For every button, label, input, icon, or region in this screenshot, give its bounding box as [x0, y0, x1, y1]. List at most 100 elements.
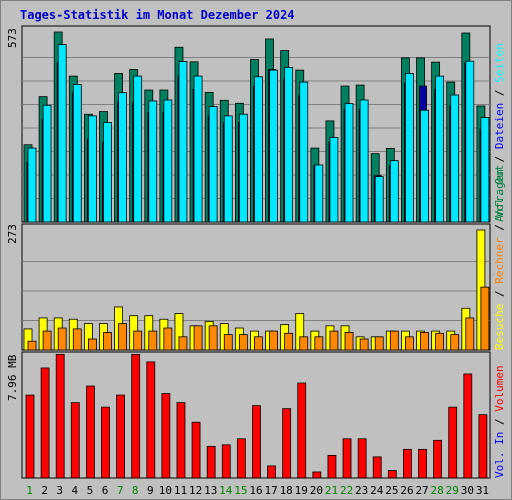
- bar-rechner: [374, 336, 384, 351]
- bar-rechner: [208, 325, 218, 351]
- x-tick-label: 17: [264, 484, 277, 497]
- x-tick-label: 30: [461, 484, 474, 497]
- x-tick-label: 18: [280, 484, 293, 497]
- bar-rechner: [163, 327, 173, 351]
- x-tick-label: 13: [204, 484, 217, 497]
- bar-rechner: [405, 336, 414, 351]
- bar-seiten: [72, 83, 82, 223]
- bar-volumen: [70, 402, 80, 479]
- bar-volumen: [357, 438, 367, 479]
- bar-rechner: [87, 338, 97, 351]
- x-tick-label: 31: [476, 484, 489, 497]
- legend-separator: /: [493, 283, 506, 304]
- bar-volumen: [297, 382, 307, 479]
- bar-volumen: [131, 353, 141, 479]
- bar-seiten: [133, 75, 143, 223]
- bar-volumen: [342, 438, 352, 479]
- bar-volumen: [372, 456, 382, 479]
- bar-seiten: [27, 147, 37, 223]
- bar-rechner: [193, 325, 203, 351]
- legend-separator: /: [493, 82, 506, 103]
- bar-rechner: [178, 336, 188, 351]
- bar-rechner: [480, 286, 490, 351]
- legend-besuche: Besuche: [493, 303, 506, 350]
- x-tick-label: 1: [26, 484, 33, 497]
- bar-seiten: [359, 99, 369, 223]
- bar-rechner: [269, 330, 278, 351]
- bar-rechner: [254, 336, 263, 351]
- legend-dateien: Dateien: [493, 102, 506, 150]
- bar-rechner: [450, 334, 460, 351]
- x-tick-label: 26: [400, 484, 413, 497]
- bar-volumen: [312, 471, 322, 479]
- x-tick-label: 11: [174, 484, 187, 497]
- bar-seiten: [389, 160, 399, 223]
- bar-volumen: [463, 373, 473, 479]
- x-tick-label: 19: [295, 484, 308, 497]
- bar-seiten: [299, 81, 309, 223]
- legend-vol-out: Vol. Out: [493, 164, 506, 218]
- legend-vol-in: Vol. In: [493, 431, 506, 478]
- bar-volumen: [252, 405, 261, 479]
- bar-seiten: [284, 67, 294, 223]
- bar-seiten: [238, 113, 248, 223]
- bar-rechner: [344, 332, 354, 351]
- bar-rechner: [435, 332, 445, 351]
- bar-seiten: [208, 106, 218, 223]
- bar-volumen: [403, 448, 412, 479]
- x-tick-label: 2: [41, 484, 48, 497]
- bar-rechner: [148, 330, 158, 351]
- legend-bottom-panel: Vol. In / Volumen: [493, 352, 506, 478]
- bar-volumen: [55, 353, 65, 479]
- legend-middle-panel: Besuche / Rechner / Vol. Out: [493, 165, 506, 350]
- bar-seiten: [87, 115, 97, 223]
- bar-rechner: [314, 336, 324, 351]
- x-tick-label: 4: [72, 484, 79, 497]
- bar-seiten: [329, 137, 339, 223]
- bar-volumen: [206, 445, 216, 479]
- bar-rechner: [359, 338, 369, 351]
- chart-title: Tages-Statistik im Monat Dezember 2024: [20, 8, 295, 22]
- x-tick-label: 25: [385, 484, 398, 497]
- bar-volumen: [40, 367, 50, 479]
- bar-seiten: [193, 75, 203, 223]
- x-tick-label: 10: [159, 484, 172, 497]
- bar-seiten: [163, 99, 173, 223]
- bar-volumen: [85, 385, 95, 479]
- x-tick-label: 8: [132, 484, 139, 497]
- bar-volumen: [327, 454, 337, 479]
- x-tick-label: 5: [87, 484, 94, 497]
- bar-rechner: [238, 334, 248, 351]
- legend-separator: /: [493, 411, 506, 432]
- bar-rechner: [133, 330, 143, 351]
- bar-rechner: [465, 317, 475, 351]
- bar-seiten: [223, 115, 233, 223]
- x-tick-label: 7: [117, 484, 124, 497]
- bar-seiten: [57, 44, 67, 223]
- x-tick-label: 16: [249, 484, 262, 497]
- bar-rechner: [223, 334, 233, 351]
- bar-rechner: [57, 327, 67, 351]
- bar-volumen: [478, 414, 488, 479]
- x-tick-label: 24: [370, 484, 384, 497]
- bar-rechner: [329, 330, 339, 351]
- x-tick-label: 14: [219, 484, 233, 497]
- bar-volumen: [221, 444, 231, 479]
- bar-rechner: [103, 332, 112, 351]
- bar-seiten: [148, 100, 158, 223]
- bar-rechner: [42, 330, 52, 351]
- x-tick-label: 21: [325, 484, 338, 497]
- x-tick-label: 15: [234, 484, 247, 497]
- bar-volumen: [161, 393, 171, 479]
- x-tick-label: 20: [310, 484, 323, 497]
- x-tick-label: 28: [431, 484, 444, 497]
- bar-volumen: [176, 402, 186, 479]
- bar-seiten: [42, 104, 52, 223]
- bar-volumen: [116, 394, 125, 479]
- bar-rechner: [27, 340, 37, 351]
- x-tick-label: 22: [340, 484, 353, 497]
- x-tick-label: 6: [102, 484, 109, 497]
- bar-seiten: [405, 73, 414, 223]
- bar-seiten: [435, 75, 445, 223]
- bar-rechner: [72, 328, 82, 351]
